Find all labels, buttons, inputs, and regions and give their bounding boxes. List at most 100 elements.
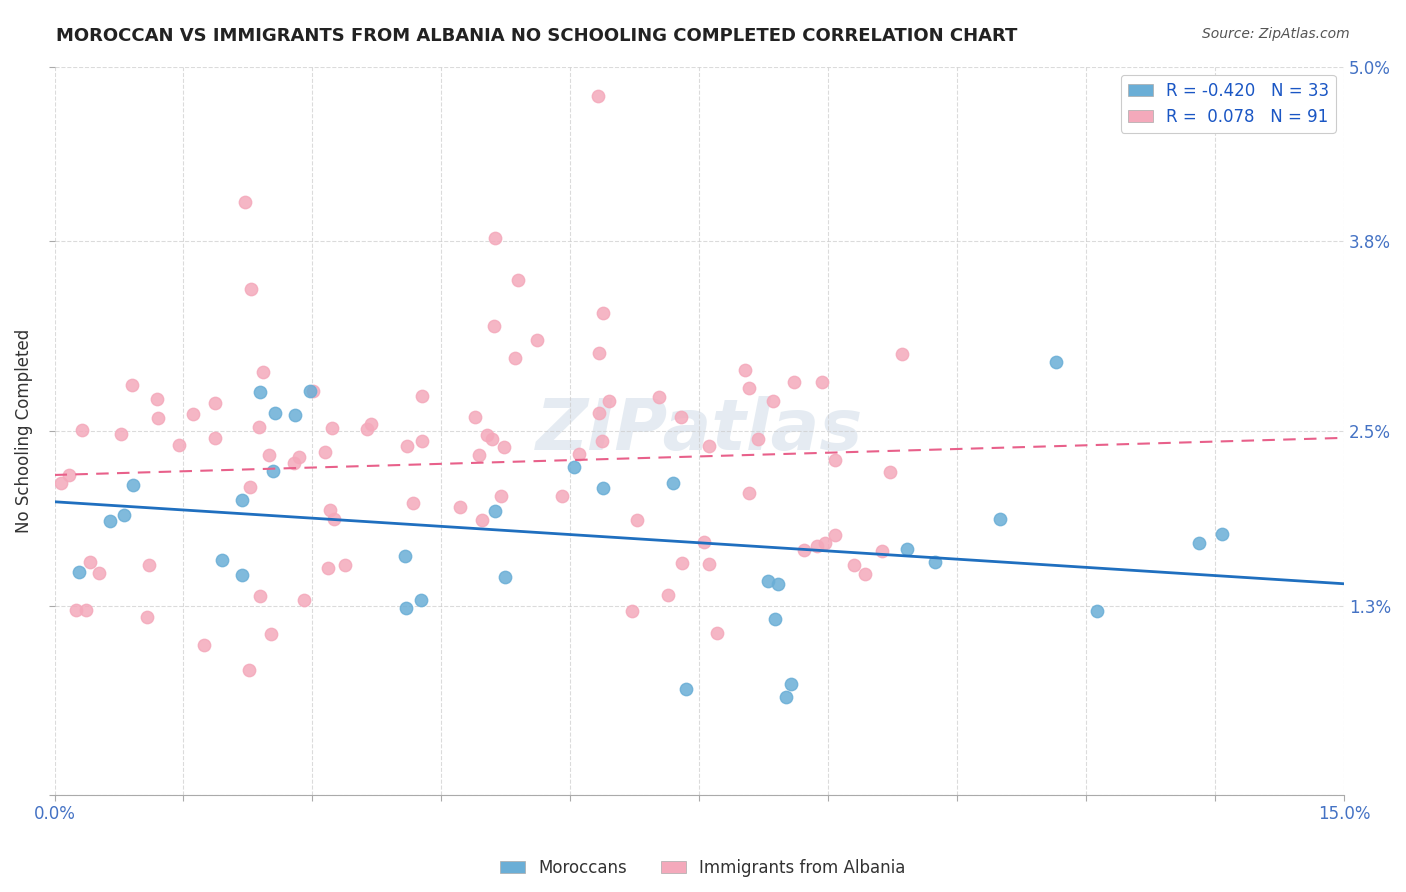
Point (396, 439, 419, 453)
Point (235, 195, 257, 210)
Point (321, 421, 343, 435)
Point (193, 638, 215, 652)
Point (114, 508, 136, 522)
Point (1085, 604, 1108, 618)
Point (626, 513, 648, 527)
Point (662, 475, 685, 490)
Point (79, 555, 101, 569)
Point (239, 480, 262, 494)
Point (262, 464, 284, 478)
Point (508, 273, 530, 287)
Point (669, 410, 692, 425)
Legend: R = -0.420   N = 33, R =  0.078   N = 91: R = -0.420 N = 33, R = 0.078 N = 91 (1121, 75, 1336, 133)
Point (121, 378, 143, 392)
Point (747, 433, 769, 447)
Point (475, 427, 498, 442)
Text: ZIPatlas: ZIPatlas (536, 396, 863, 466)
Point (824, 453, 846, 467)
Point (204, 431, 226, 445)
Point (737, 486, 759, 500)
Point (842, 558, 865, 572)
Point (211, 552, 233, 566)
Point (314, 445, 336, 459)
Point (763, 612, 786, 626)
Point (468, 448, 491, 462)
Point (110, 427, 132, 442)
Point (65, 603, 87, 617)
Point (302, 384, 325, 398)
Point (231, 492, 253, 507)
Point (257, 449, 280, 463)
Point (484, 504, 506, 518)
Point (697, 439, 720, 453)
Point (264, 406, 287, 420)
Point (780, 676, 803, 690)
Point (181, 407, 204, 421)
Point (252, 365, 274, 379)
Text: MOROCCAN VS IMMIGRANTS FROM ALBANIA NO SCHOOLING COMPLETED CORRELATION CHART: MOROCCAN VS IMMIGRANTS FROM ALBANIA NO S… (56, 27, 1018, 45)
Point (811, 376, 834, 390)
Point (988, 512, 1011, 526)
Point (814, 536, 837, 550)
Point (482, 318, 505, 333)
Point (489, 490, 512, 504)
Text: Source: ZipAtlas.com: Source: ZipAtlas.com (1202, 27, 1350, 41)
Point (657, 588, 679, 602)
Point (319, 503, 342, 517)
Point (738, 381, 761, 395)
Point (621, 604, 644, 618)
Point (260, 626, 283, 640)
Point (890, 347, 912, 361)
Point (564, 459, 586, 474)
Point (75, 603, 97, 617)
Point (249, 384, 271, 399)
Point (146, 392, 169, 406)
Point (675, 681, 697, 696)
Point (292, 592, 315, 607)
Point (671, 556, 693, 570)
Point (240, 282, 263, 296)
Point (494, 569, 516, 583)
Point (775, 690, 797, 704)
Point (481, 432, 503, 446)
Point (356, 421, 378, 435)
Point (806, 539, 828, 553)
Point (756, 574, 779, 588)
Point (58, 468, 80, 483)
Point (100, 514, 122, 528)
Point (247, 419, 270, 434)
Point (783, 376, 806, 390)
Point (734, 363, 756, 377)
Point (333, 558, 356, 572)
Point (87, 566, 110, 581)
Point (762, 393, 785, 408)
Point (591, 434, 613, 448)
Point (204, 396, 226, 410)
Point (284, 408, 307, 422)
Point (896, 541, 918, 556)
Point (411, 389, 433, 403)
Point (484, 231, 506, 245)
Point (136, 609, 159, 624)
Point (697, 558, 720, 572)
Point (249, 589, 271, 603)
Point (121, 478, 143, 492)
Point (592, 481, 614, 495)
Point (70, 423, 93, 437)
Point (288, 450, 311, 464)
Point (766, 577, 789, 591)
Point (395, 601, 418, 615)
Point (471, 513, 494, 527)
Point (402, 496, 425, 510)
Point (551, 490, 574, 504)
Point (409, 593, 432, 607)
Point (924, 555, 946, 569)
Point (586, 88, 609, 103)
Point (394, 549, 416, 564)
Point (231, 567, 253, 582)
Point (598, 394, 620, 409)
Point (67, 566, 90, 580)
Point (299, 384, 322, 398)
Legend: Moroccans, Immigrants from Albania: Moroccans, Immigrants from Albania (494, 853, 912, 884)
Point (706, 625, 728, 640)
